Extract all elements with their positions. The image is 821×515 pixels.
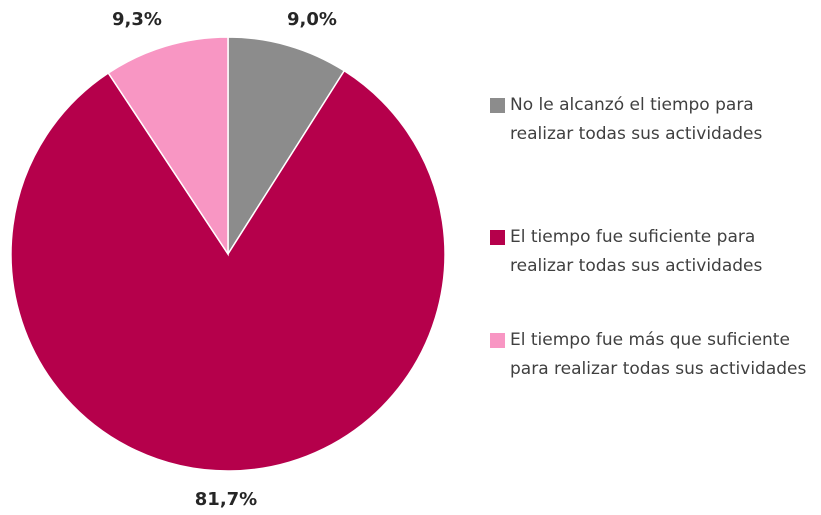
legend-item: El tiempo fue más que suficiente para re… [490, 326, 810, 384]
legend-item: El tiempo fue suficiente para realizar t… [490, 223, 810, 281]
legend-swatch [490, 333, 505, 348]
legend-item: No le alcanzó el tiempo para realizar to… [490, 91, 810, 149]
data-label: 9,3% [112, 9, 162, 30]
legend-label: No le alcanzó el tiempo para realizar to… [510, 95, 763, 144]
data-label: 81,7% [195, 489, 257, 510]
legend-label: El tiempo fue más que suficiente para re… [510, 330, 807, 379]
pie-slice [10, 69, 446, 472]
legend-label: El tiempo fue suficiente para realizar t… [510, 227, 763, 276]
pie-slice [227, 36, 346, 257]
data-label: 9,0% [287, 9, 337, 30]
pie-slice [107, 36, 229, 257]
legend-swatch [490, 98, 505, 113]
legend-swatch [490, 230, 505, 245]
